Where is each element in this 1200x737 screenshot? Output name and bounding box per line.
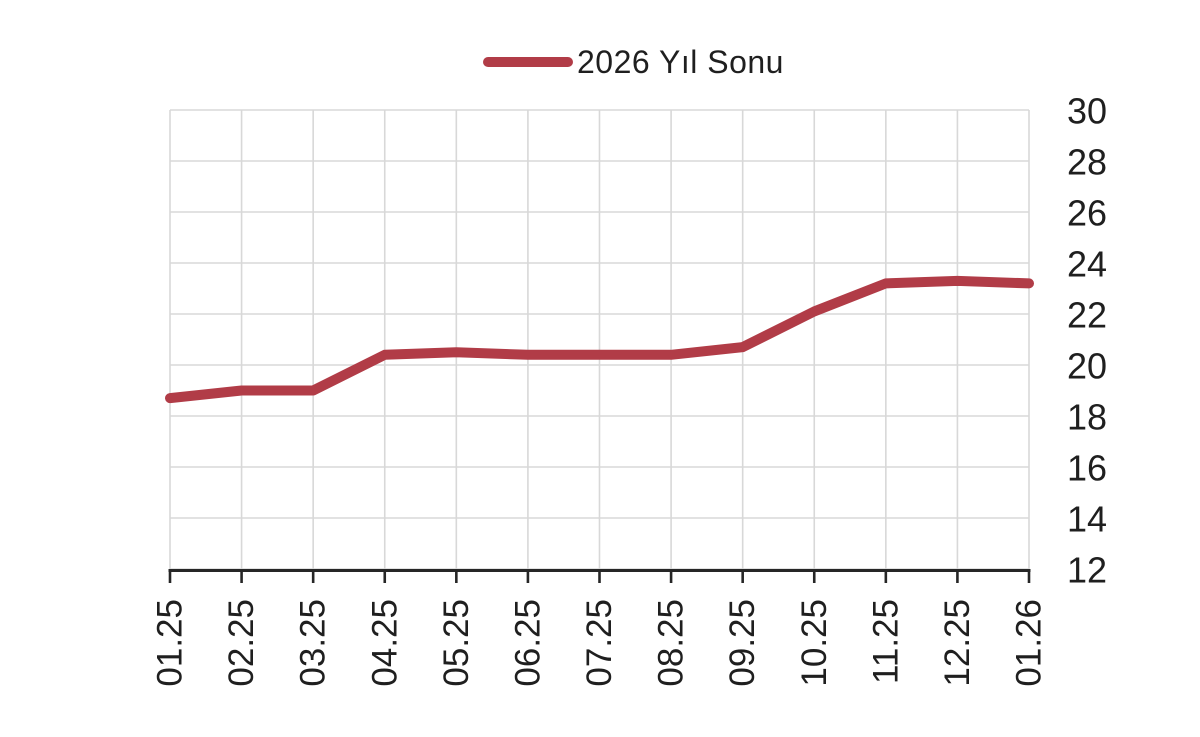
x-axis-tick-label: 05.25: [437, 599, 476, 687]
x-axis-tick-label: 03.25: [294, 599, 333, 687]
y-axis-tick-label: 30: [1067, 91, 1107, 132]
x-axis-tick-label: 10.25: [795, 599, 834, 687]
x-axis-tick-label: 08.25: [652, 599, 691, 687]
x-axis-tick-label: 09.25: [723, 599, 762, 687]
x-axis-tick-label: 07.25: [580, 599, 619, 687]
y-axis-tick-label: 26: [1067, 193, 1107, 234]
x-axis-tick-label: 01.25: [151, 599, 190, 687]
legend-line-marker: [483, 57, 573, 67]
x-axis-tick-label: 11.25: [866, 599, 905, 684]
y-axis-tick-label: 12: [1067, 550, 1107, 591]
x-axis-tick-label: 02.25: [222, 599, 261, 687]
x-axis-tick-label: 01.26: [1010, 599, 1049, 687]
y-axis-tick-label: 14: [1067, 499, 1107, 540]
x-axis-tick-label: 04.25: [365, 599, 404, 687]
series-line: [165, 275, 1034, 404]
legend: 2026 Yıl Sonu: [483, 42, 784, 82]
y-axis-tick-label: 28: [1067, 142, 1107, 183]
y-axis-tick-label: 22: [1067, 295, 1107, 336]
x-axis-tick-label: 12.25: [938, 599, 977, 687]
legend-label: 2026 Yıl Sonu: [577, 43, 784, 80]
y-axis-tick-label: 20: [1067, 346, 1107, 387]
y-axis-tick-label: 18: [1067, 397, 1107, 438]
x-axis-tick-label: 06.25: [508, 599, 547, 687]
y-axis-tick-label: 16: [1067, 448, 1107, 489]
y-axis-tick-label: 24: [1067, 244, 1107, 285]
